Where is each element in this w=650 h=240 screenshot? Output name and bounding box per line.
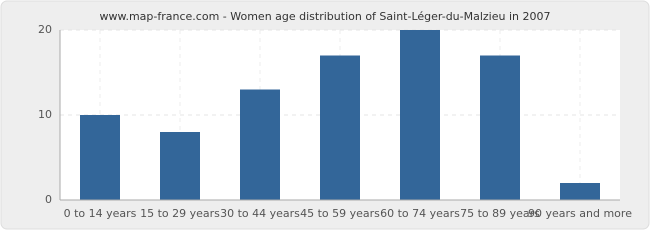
bar [560,183,600,200]
bar [240,89,280,200]
bar [320,55,360,200]
bar [400,30,440,200]
x-tick-label: 30 to 44 years [220,207,300,220]
bar [80,115,120,200]
x-tick-label: 0 to 14 years [64,207,137,220]
x-tick-label: 45 to 59 years [300,207,380,220]
x-tick-label: 15 to 29 years [140,207,220,220]
y-tick-label: 10 [38,108,52,121]
chart: www.map-france.com - Women age distribut… [0,0,650,230]
x-tick-label: 90 years and more [528,207,632,220]
bar [480,55,520,200]
x-tick-label: 75 to 89 years [460,207,540,220]
y-tick-label: 0 [45,193,52,206]
bar [160,132,200,200]
x-tick-label: 60 to 74 years [380,207,460,220]
chart-title: www.map-france.com - Women age distribut… [99,10,550,23]
y-tick-label: 20 [38,23,52,36]
